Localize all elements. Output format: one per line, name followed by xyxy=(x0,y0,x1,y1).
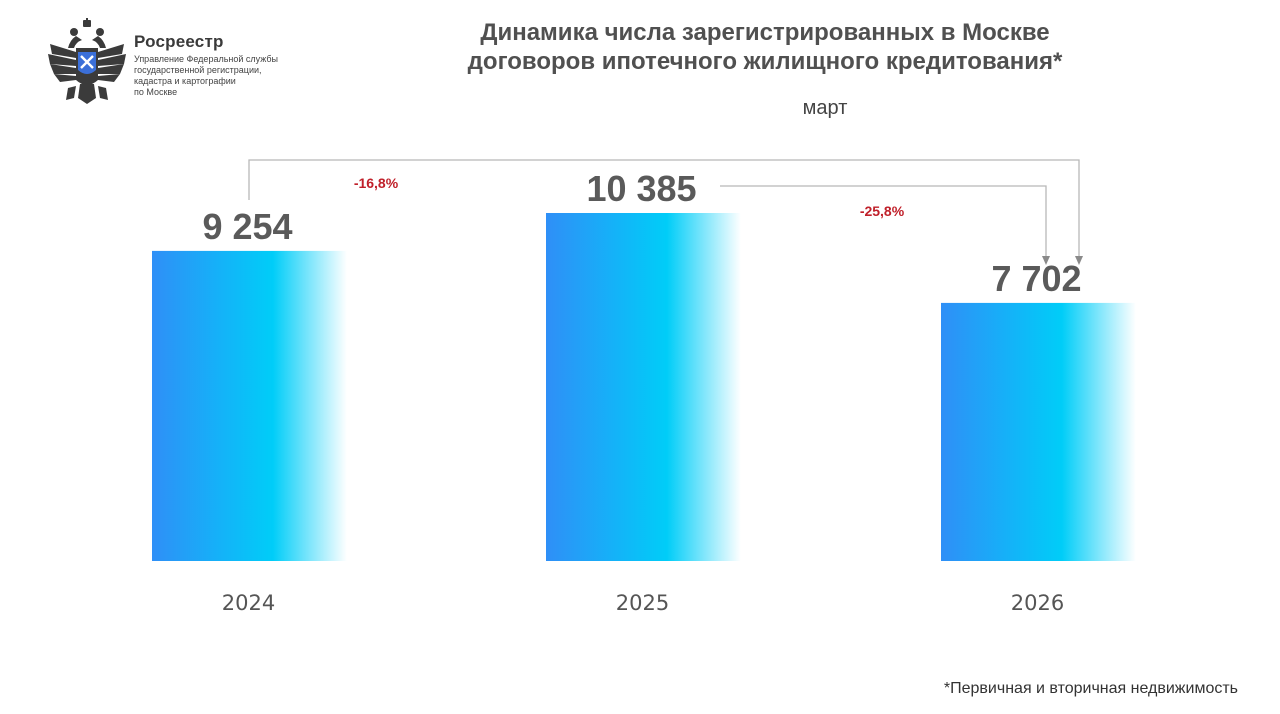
category-label-2026: 2026 xyxy=(1011,591,1064,615)
connector-2025-2026 xyxy=(720,185,1047,258)
chart-title-line: Динамика числа зарегистрированных в Моск… xyxy=(480,19,1050,46)
category-label-2024: 2024 xyxy=(222,591,275,615)
bar-2025 xyxy=(546,213,741,561)
value-label-2024: 9 254 xyxy=(202,206,292,247)
arrowhead-icon xyxy=(1075,256,1083,265)
org-subtitle-line: Управление Федеральной службы xyxy=(134,54,278,64)
chart-subtitle: март xyxy=(802,97,848,119)
org-subtitle-line: кадастра и картографии xyxy=(134,76,236,86)
bar-2026 xyxy=(941,302,1136,561)
org-name: Росреестр xyxy=(134,32,224,51)
org-subtitle-line: по Москве xyxy=(134,87,178,97)
org-subtitle: Управление Федеральной службы государств… xyxy=(134,54,314,98)
footnote: *Первичная и вторичная недвижимость xyxy=(943,680,1238,697)
double-headed-eagle-emblem-icon xyxy=(48,18,126,104)
bar-2024 xyxy=(152,250,347,561)
rosreestr-logo: Росреестр Управление Федеральной службы … xyxy=(46,18,316,108)
connector-2024-2026 xyxy=(248,159,1080,258)
arrowhead-icon xyxy=(1042,256,1050,265)
chart-title: Динамика числа зарегистрированных в Моск… xyxy=(440,18,1090,76)
org-subtitle-line: государственной регистрации, xyxy=(134,65,262,75)
value-label-2026: 7 702 xyxy=(991,258,1081,299)
chart-title-line: договоров ипотечного жилищного кредитова… xyxy=(467,48,1063,75)
change-annotation-2025-2026: -25,8% xyxy=(860,203,905,219)
value-label-2025: 10 385 xyxy=(586,168,696,209)
category-label-2025: 2025 xyxy=(616,591,669,615)
change-annotation-2024-2026: -16,8% xyxy=(354,175,399,191)
